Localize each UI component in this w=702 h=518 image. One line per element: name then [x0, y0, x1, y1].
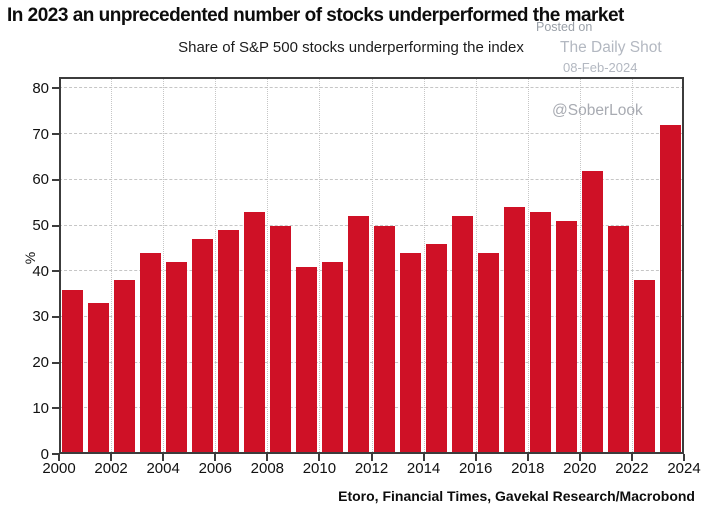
x-tick-label-2020: 2020 [563, 460, 597, 477]
bar-2008 [269, 225, 291, 454]
x-tick-label-2012: 2012 [354, 460, 389, 477]
y-tick-label-0: 0 [40, 445, 49, 463]
bar-2021 [608, 225, 630, 454]
bar-2007 [243, 211, 265, 454]
chart-subtitle: Share of S&P 500 stocks underperforming … [178, 39, 524, 56]
bar-2001 [87, 303, 109, 454]
x-tick-2022 [630, 454, 633, 461]
bar-2016 [478, 252, 500, 454]
x-tick-2000 [58, 454, 60, 461]
y-tick-40 [52, 270, 59, 273]
bar-2004 [165, 262, 187, 454]
gridline-x-2018 [527, 77, 529, 454]
y-tick-label-70: 70 [32, 125, 49, 143]
watermark-daily-shot: The Daily Shot [560, 39, 662, 56]
gridline-x-2020 [579, 77, 581, 454]
bar-2010 [321, 262, 343, 454]
y-tick-80 [52, 87, 59, 90]
gridline-x-2012 [371, 77, 373, 454]
watermark-posted-on: Posted on [536, 20, 593, 34]
bar-2003 [139, 252, 161, 454]
y-tick-label-20: 20 [32, 354, 49, 372]
gridline-x-2006 [215, 77, 217, 454]
bar-2020 [582, 170, 604, 454]
x-tick-label-2022: 2022 [615, 460, 649, 477]
bar-2018 [530, 211, 552, 454]
y-tick-label-40: 40 [32, 262, 49, 280]
watermark-soberlook: @SoberLook [552, 102, 643, 119]
x-tick-2004 [162, 454, 165, 461]
bar-2017 [504, 207, 526, 454]
x-tick-2024 [683, 454, 685, 461]
bar-2000 [61, 289, 83, 454]
gridline-x-2010 [319, 77, 321, 454]
plot-area: @SoberLook [59, 77, 684, 454]
source-credit: Etoro, Financial Times, Gavekal Research… [338, 488, 695, 504]
watermark-date: 08-Feb-2024 [563, 60, 638, 75]
x-tick-2016 [474, 454, 477, 461]
x-tick-label-2004: 2004 [146, 460, 180, 477]
bar-2009 [295, 266, 317, 454]
gridline-x-2008 [267, 77, 269, 454]
y-tick-30 [52, 315, 59, 318]
x-tick-label-2008: 2008 [250, 460, 285, 477]
x-tick-label-2010: 2010 [302, 460, 337, 477]
bar-2015 [452, 216, 474, 454]
bar-2012 [374, 225, 396, 454]
bar-2006 [217, 230, 239, 454]
x-tick-label-2002: 2002 [94, 460, 128, 477]
gridline-x-2002 [111, 77, 113, 454]
page-title: In 2023 an unprecedented number of stock… [7, 5, 624, 26]
x-tick-2018 [526, 454, 529, 461]
x-tick-label-2018: 2018 [511, 460, 545, 477]
y-tick-label-80: 80 [32, 79, 49, 97]
bar-2014 [426, 243, 448, 454]
x-tick-2020 [578, 454, 581, 461]
bar-2019 [556, 220, 578, 454]
y-tick-60 [52, 178, 59, 181]
gridline-x-2022 [631, 77, 633, 454]
bar-2023 [660, 124, 682, 454]
y-tick-20 [52, 361, 59, 364]
y-tick-label-30: 30 [32, 308, 49, 326]
y-tick-label-50: 50 [32, 217, 49, 234]
x-tick-2010 [318, 454, 321, 461]
x-tick-2002 [110, 454, 113, 461]
y-tick-70 [52, 133, 59, 136]
x-tick-2014 [422, 454, 425, 461]
y-tick-50 [52, 224, 59, 227]
y-tick-label-60: 60 [32, 171, 49, 189]
x-tick-2006 [214, 454, 217, 461]
bar-2011 [347, 216, 369, 454]
gridline-x-2016 [475, 77, 477, 454]
x-tick-label-2000: 2000 [42, 460, 76, 477]
y-tick-10 [52, 407, 59, 410]
x-tick-label-2014: 2014 [406, 460, 441, 477]
gridline-x-2014 [423, 77, 425, 454]
x-tick-2012 [370, 454, 373, 461]
bar-2013 [400, 252, 422, 454]
y-tick-label-10: 10 [32, 399, 49, 417]
gridline-x-2004 [163, 77, 165, 454]
x-tick-label-2006: 2006 [198, 460, 232, 477]
x-tick-label-2024: 2024 [667, 460, 701, 477]
y-tick-0 [52, 453, 59, 455]
x-tick-2008 [266, 454, 269, 461]
bar-2022 [634, 280, 656, 454]
bar-2002 [113, 280, 135, 454]
bar-2005 [191, 239, 213, 454]
x-tick-label-2016: 2016 [458, 460, 493, 477]
